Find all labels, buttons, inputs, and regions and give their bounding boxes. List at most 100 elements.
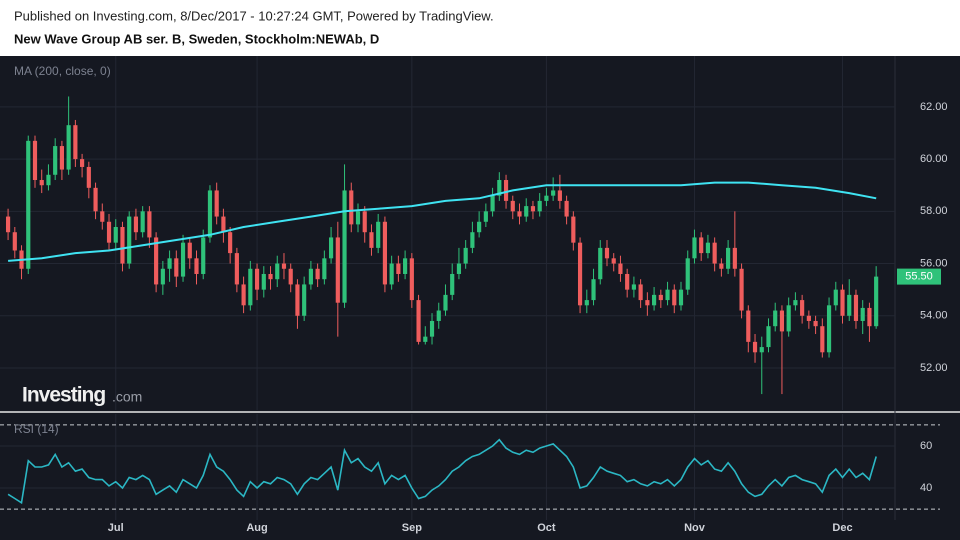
candle-body bbox=[328, 237, 334, 259]
candle-body bbox=[591, 279, 596, 301]
candle-body bbox=[571, 216, 576, 243]
candle-body bbox=[5, 216, 11, 233]
candle-body bbox=[483, 211, 488, 222]
candle-body bbox=[759, 347, 764, 353]
x-tick-label: Oct bbox=[537, 522, 556, 534]
candle-body bbox=[160, 268, 165, 285]
candle-body bbox=[66, 125, 71, 170]
candle-body bbox=[241, 284, 246, 306]
candle-body bbox=[12, 232, 17, 251]
candle-body bbox=[477, 221, 482, 233]
candle-body bbox=[59, 146, 64, 170]
candle-body bbox=[712, 242, 717, 264]
instrument-title: New Wave Group AB ser. B, Sweden, Stockh… bbox=[14, 31, 379, 46]
x-tick-label: Sep bbox=[402, 522, 422, 534]
candle-body bbox=[429, 320, 435, 337]
candle-body bbox=[867, 307, 872, 327]
candle-body bbox=[658, 294, 663, 301]
x-tick-label: Aug bbox=[246, 522, 267, 534]
candle-body bbox=[813, 320, 818, 327]
candle-body bbox=[180, 242, 186, 277]
candle-body bbox=[705, 242, 711, 254]
candle-body bbox=[860, 307, 865, 321]
candle-body bbox=[611, 258, 616, 264]
candle-body bbox=[376, 221, 381, 248]
candle-body bbox=[349, 190, 354, 225]
published-note: Published on Investing.com, 8/Dec/2017 -… bbox=[14, 8, 494, 23]
candle-body bbox=[295, 284, 300, 316]
candle-body bbox=[766, 326, 771, 348]
chart-background bbox=[0, 56, 960, 540]
candle-body bbox=[80, 159, 85, 167]
candle-body bbox=[699, 237, 704, 254]
candle-body bbox=[423, 336, 428, 342]
candle-body bbox=[268, 273, 273, 280]
candle-body bbox=[382, 221, 388, 285]
candle-body bbox=[46, 174, 51, 186]
candle-body bbox=[773, 310, 778, 327]
candle-body bbox=[362, 211, 367, 233]
candle-body bbox=[342, 190, 347, 303]
candle-body bbox=[113, 226, 118, 243]
candle-body bbox=[106, 221, 112, 243]
candle-body bbox=[530, 206, 536, 212]
candle-body bbox=[564, 200, 569, 217]
candle-body bbox=[584, 300, 589, 306]
candle-body bbox=[403, 258, 408, 274]
rsi-line bbox=[7, 438, 877, 505]
candle-body bbox=[409, 258, 414, 301]
candle-body bbox=[685, 258, 690, 290]
candle-body bbox=[732, 247, 737, 269]
candle-body bbox=[396, 263, 401, 274]
candle-body bbox=[315, 268, 320, 280]
candle-body bbox=[86, 166, 91, 188]
y-tick-label: 60 bbox=[920, 440, 932, 452]
candle-body bbox=[746, 310, 751, 342]
candle-body bbox=[739, 268, 744, 311]
candle-body bbox=[443, 294, 448, 311]
candle-body bbox=[369, 232, 374, 248]
candle-body bbox=[826, 305, 832, 353]
candle-body bbox=[221, 216, 226, 233]
candle-body bbox=[133, 216, 139, 233]
candle-body bbox=[456, 263, 462, 274]
candle-body bbox=[604, 247, 610, 259]
candle-body bbox=[120, 226, 125, 264]
candle-body bbox=[840, 289, 845, 316]
candle-body bbox=[201, 237, 206, 274]
candle-body bbox=[302, 284, 307, 316]
candle-body bbox=[524, 206, 529, 217]
watermark: Investing bbox=[22, 384, 105, 407]
candle-body bbox=[73, 125, 78, 160]
candle-body bbox=[510, 200, 515, 212]
candle-body bbox=[786, 305, 791, 332]
candle-body bbox=[214, 190, 219, 217]
candle-body bbox=[416, 300, 421, 342]
candle-body bbox=[638, 284, 643, 301]
candle-body bbox=[577, 242, 583, 306]
candle-body bbox=[497, 180, 502, 196]
candle-body bbox=[39, 180, 44, 186]
y-tick-label: 58.00 bbox=[920, 205, 948, 217]
candle-body bbox=[551, 190, 556, 196]
candle-body bbox=[450, 273, 455, 295]
last-price-label: 55.50 bbox=[905, 271, 933, 283]
candle-body bbox=[517, 211, 522, 217]
candle-body bbox=[800, 300, 805, 316]
candle-body bbox=[355, 211, 361, 225]
last-price-box bbox=[897, 268, 941, 285]
candle-body bbox=[645, 300, 650, 306]
candle-body bbox=[261, 273, 266, 290]
candle-body bbox=[726, 247, 731, 269]
candle-body bbox=[53, 146, 58, 175]
candle-body bbox=[207, 190, 213, 238]
candle-body bbox=[26, 140, 31, 269]
candle-body bbox=[275, 263, 280, 280]
candle-body bbox=[167, 258, 172, 269]
candle-body bbox=[228, 232, 233, 254]
x-tick-label: Dec bbox=[832, 522, 852, 534]
candle-body bbox=[248, 268, 253, 306]
candle-body bbox=[254, 268, 260, 290]
candle-body bbox=[140, 211, 145, 233]
